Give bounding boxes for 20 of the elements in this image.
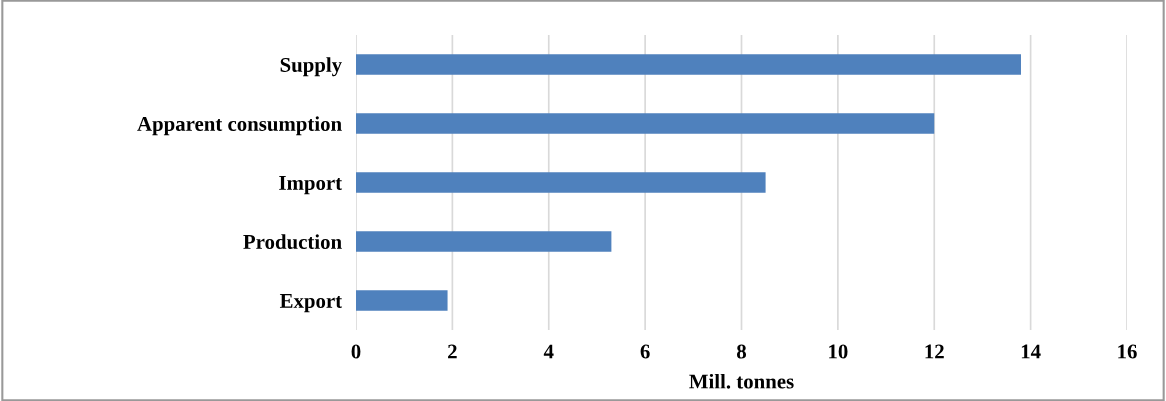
x-tick-label: 10 (829, 344, 848, 359)
x-tick-label: 6 (640, 344, 650, 359)
y-tick-label: Apparent consumption (137, 116, 342, 136)
bar (356, 54, 1021, 75)
x-tick-label: 8 (736, 344, 747, 359)
y-tick-label: Production (243, 234, 342, 249)
x-tick-label: 16 (1118, 344, 1137, 359)
x-tick-label: 4 (543, 344, 554, 359)
y-tick-label: Export (279, 294, 343, 313)
bar (356, 231, 612, 252)
bar (356, 172, 766, 193)
x-tick-label: 2 (448, 344, 457, 359)
x-axis-title: Mill. tonnes (689, 373, 794, 389)
bar (356, 290, 448, 311)
y-tick-label: Supply (280, 57, 342, 77)
y-tick-label: Import (279, 176, 343, 195)
bar (356, 113, 935, 134)
x-tick-label: 0 (351, 344, 361, 359)
x-tick-label: 12 (925, 344, 944, 359)
x-tick-label: 14 (1021, 344, 1041, 359)
